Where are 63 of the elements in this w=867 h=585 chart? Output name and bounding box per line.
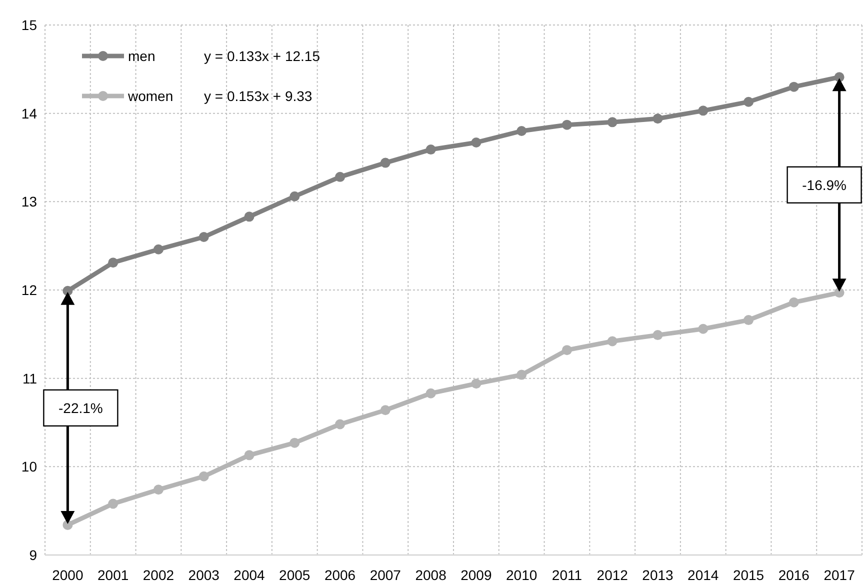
point [380, 405, 390, 416]
y-tick-label: 11 [22, 370, 38, 386]
point [153, 484, 164, 495]
point [108, 498, 118, 509]
x-tick-label: 2013 [642, 567, 674, 583]
point [471, 378, 482, 389]
legend-label: women [127, 88, 174, 104]
annotation: y = 0.133x + 12.15 [204, 48, 320, 64]
x-tick-label: 2002 [142, 567, 174, 583]
point [471, 137, 482, 148]
x-tick-label: 2016 [778, 567, 810, 583]
point [380, 158, 390, 168]
x-tick-label: 2006 [324, 567, 356, 583]
x-tick-label: 2004 [234, 567, 266, 583]
point [198, 232, 209, 242]
x-tick-label: 2017 [824, 567, 856, 583]
point [244, 212, 254, 222]
y-tick-label: 10 [21, 458, 38, 475]
x-tick-label: 2012 [596, 567, 628, 583]
point [426, 144, 436, 155]
y-tick-label: 14 [21, 105, 38, 122]
x-tick-label: 2010 [506, 567, 538, 583]
point [607, 336, 618, 346]
point [153, 244, 164, 254]
x-tick-label: 2001 [98, 567, 129, 583]
point [290, 191, 300, 202]
y-tick-label: 13 [21, 194, 38, 210]
point [335, 172, 346, 182]
x-tick-label: 2008 [415, 567, 447, 583]
point [562, 345, 572, 356]
point [516, 370, 527, 380]
point [744, 96, 754, 107]
y-tick-label: 9 [29, 547, 38, 563]
point [607, 117, 618, 128]
x-tick-label: 2011 [552, 567, 582, 583]
annotation: y = 0.153x + 9.33 [204, 88, 312, 104]
legend-label: men [128, 48, 156, 64]
point [744, 315, 754, 326]
point [698, 106, 708, 116]
point [652, 330, 663, 340]
point [108, 258, 118, 268]
point [335, 419, 346, 430]
point [788, 82, 799, 92]
point [788, 297, 799, 308]
point [244, 450, 254, 460]
x-tick-label: 2009 [460, 567, 492, 583]
point [698, 324, 708, 334]
x-tick-label: 2015 [732, 567, 764, 583]
point [198, 471, 209, 482]
point [426, 388, 436, 398]
x-tick-label: 2000 [52, 567, 84, 583]
y-tick-label: 15 [21, 17, 38, 33]
x-tick-label: 2014 [688, 567, 719, 583]
y-tick-label: 12 [21, 282, 38, 298]
annotation: -22.1% [58, 400, 103, 416]
point [562, 120, 572, 130]
annotation: -16.9% [802, 176, 846, 193]
x-tick-label: 2007 [370, 567, 402, 583]
x-tick-label: 2003 [188, 567, 220, 583]
point [652, 114, 663, 124]
point [290, 438, 300, 448]
x-tick-label: 2005 [279, 567, 310, 583]
point [516, 126, 527, 136]
